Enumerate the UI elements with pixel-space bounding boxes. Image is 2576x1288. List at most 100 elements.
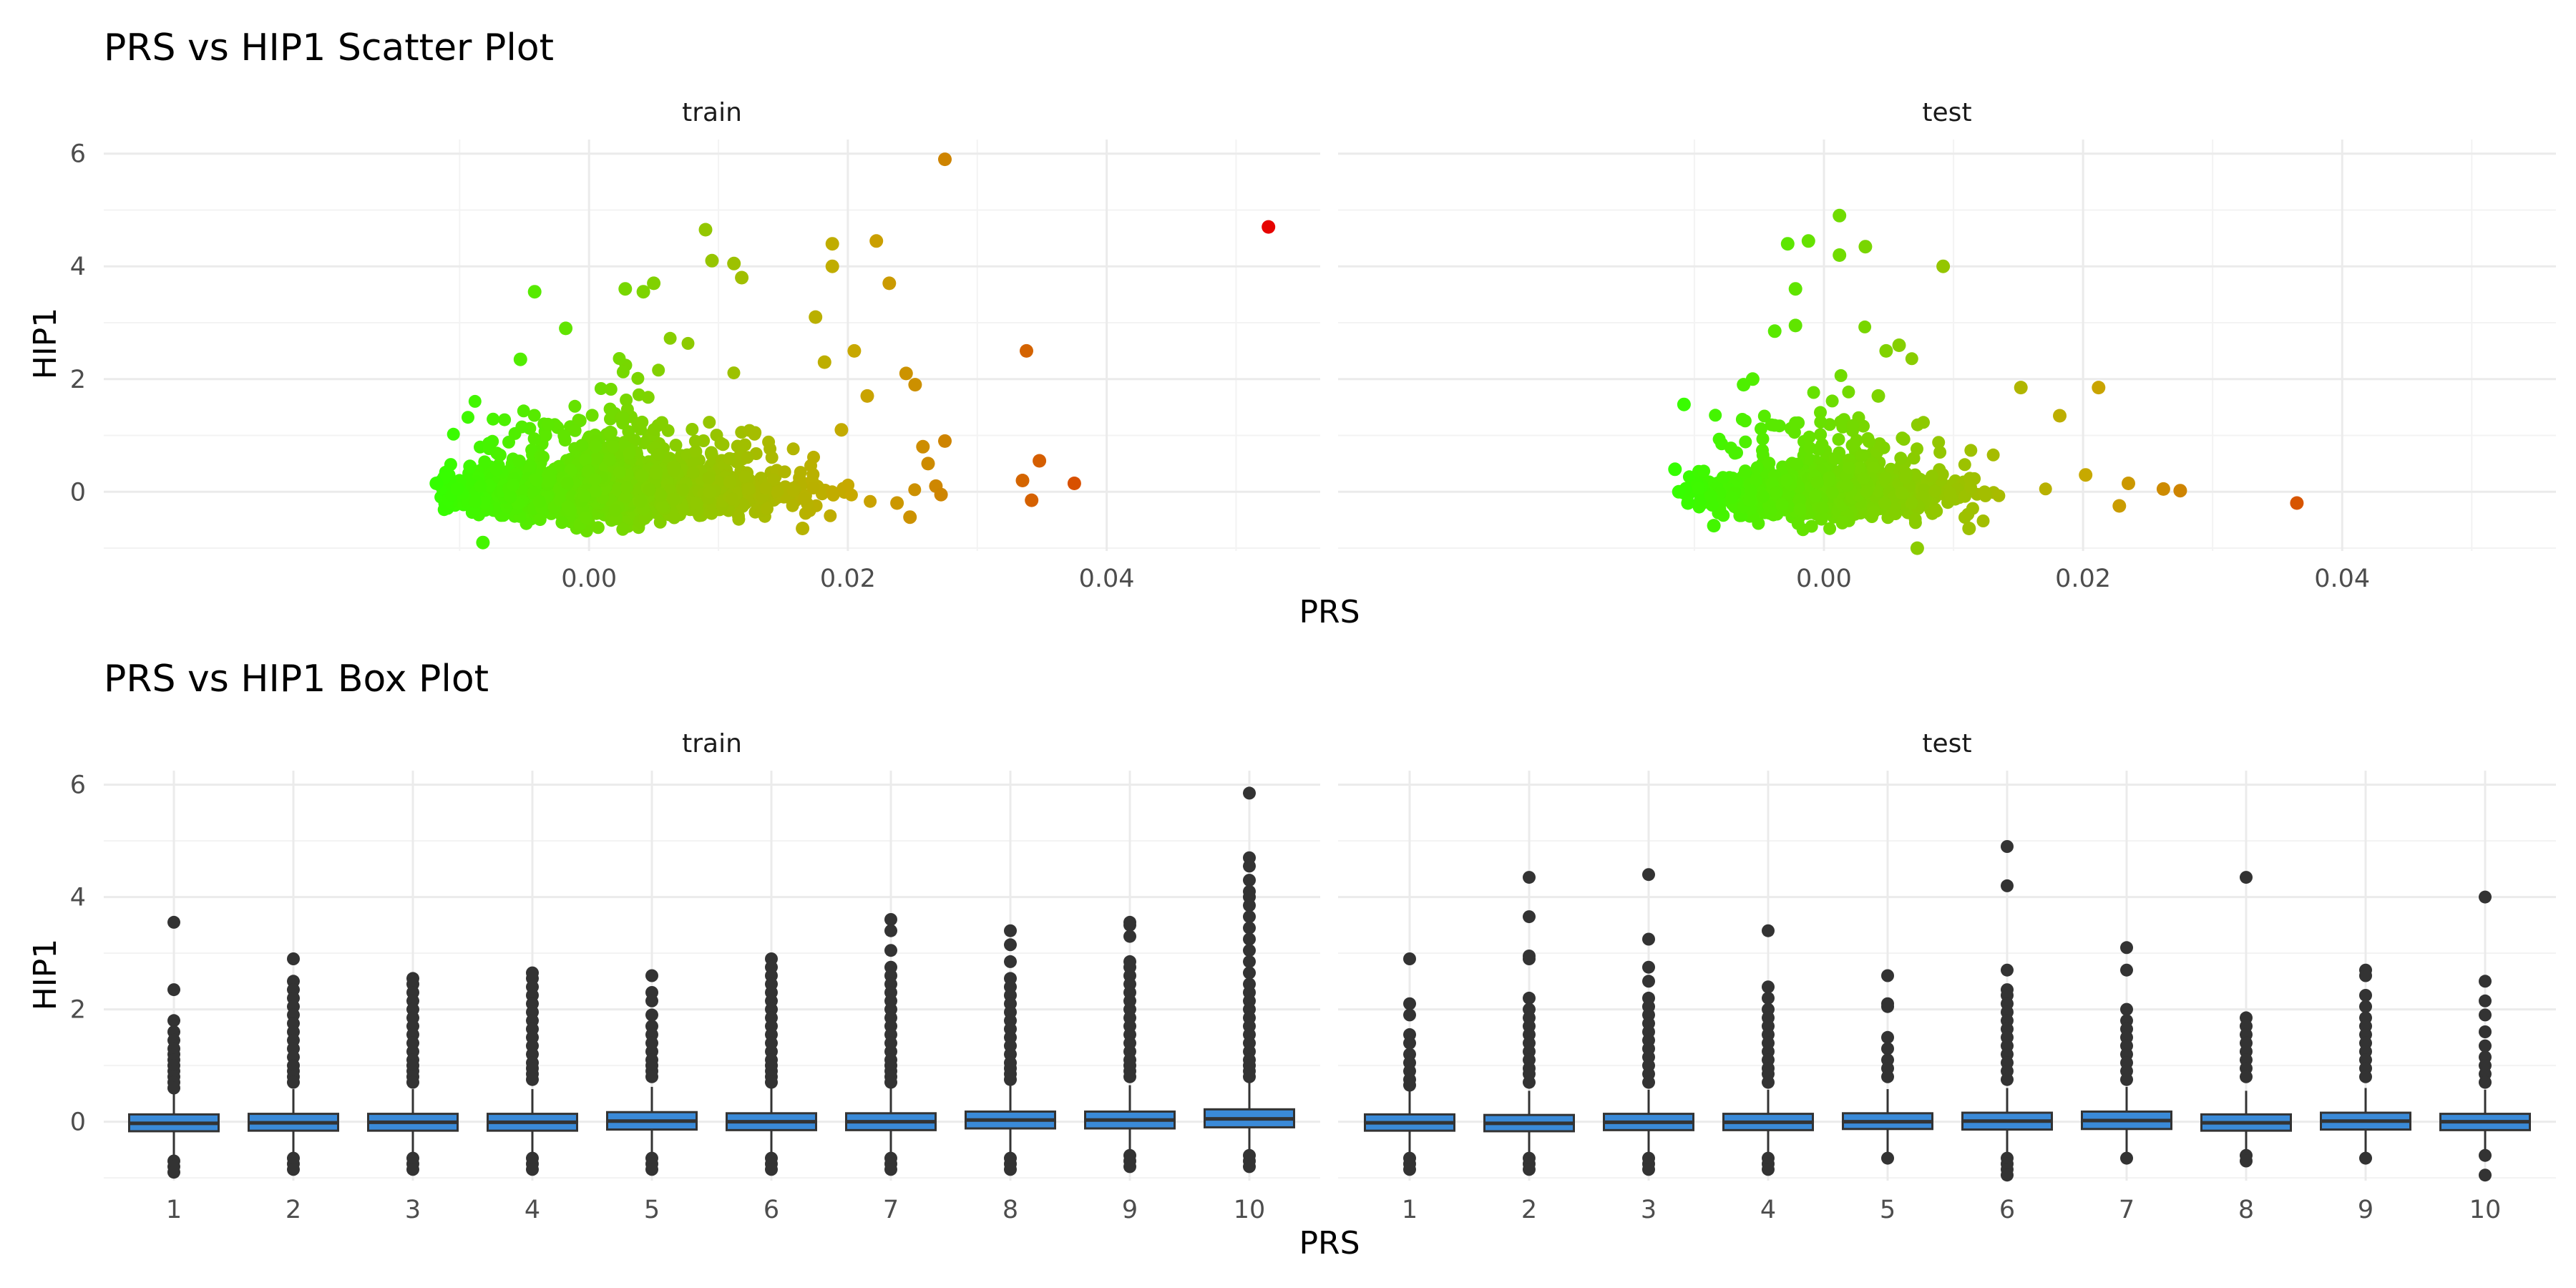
scatter-point-test bbox=[1737, 378, 1751, 392]
scatter-cloud-point bbox=[620, 481, 633, 494]
scatter-cloud-point bbox=[714, 436, 728, 450]
box-train-4 bbox=[487, 966, 578, 1176]
scatter-cloud-point bbox=[908, 483, 922, 497]
scatter-cloud-point bbox=[623, 447, 636, 460]
scatter-cloud-point bbox=[1961, 507, 1975, 521]
scatter-cloud-point bbox=[1842, 385, 1855, 399]
scatter-cloud-point bbox=[634, 494, 647, 508]
box-outlier bbox=[1123, 1160, 1136, 1174]
box-outlier bbox=[1881, 1042, 1894, 1055]
scatter-cloud-point bbox=[604, 383, 618, 396]
x-tick-label: 1 bbox=[1402, 1196, 1418, 1224]
scatter-cloud-point bbox=[606, 440, 620, 454]
box-tick-labels: 1 2 3 4 5 6 7 8 9 10 1 2 3 4 5 6 7 8 9 10 0 2 4 6 bbox=[70, 771, 2502, 1224]
scatter-cloud-point bbox=[648, 423, 660, 436]
box-outlier bbox=[287, 1163, 300, 1176]
scatter-point-train bbox=[860, 389, 874, 403]
box-outlier bbox=[2120, 1002, 2133, 1016]
scatter-point-train bbox=[916, 439, 930, 454]
scatter-cloud-point bbox=[1992, 489, 2006, 502]
scatter-point-train bbox=[890, 496, 904, 510]
scatter-point-train bbox=[1067, 477, 1081, 490]
box-outlier bbox=[884, 913, 897, 926]
scatter-point-train bbox=[1262, 220, 1276, 234]
scatter-point-train bbox=[825, 259, 839, 273]
scatter-cloud-point bbox=[786, 484, 800, 497]
box-train-9 bbox=[1084, 915, 1176, 1174]
box-title: PRS vs HIP1 Box Plot bbox=[104, 658, 489, 701]
box-outlier bbox=[167, 1166, 180, 1179]
scatter-cloud-point bbox=[635, 415, 649, 429]
box-outlier bbox=[884, 944, 897, 957]
y-tick-label: 2 bbox=[70, 366, 86, 394]
x-tick-label: 8 bbox=[2238, 1196, 2254, 1224]
scatter-cloud-point bbox=[826, 488, 840, 502]
box-outlier bbox=[1762, 924, 1775, 937]
scatter-cloud-point bbox=[1704, 489, 1717, 502]
scatter-cloud-point bbox=[1943, 486, 1956, 499]
scatter-cloud-point bbox=[1888, 507, 1902, 520]
scatter-cloud-point bbox=[1908, 512, 1922, 526]
box-outlier bbox=[2479, 1169, 2492, 1182]
x-tick-label: 5 bbox=[644, 1196, 660, 1224]
scatter-cloud-point bbox=[759, 482, 773, 495]
box-test-3 bbox=[1603, 868, 1694, 1176]
scatter-cloud-point bbox=[588, 473, 602, 487]
box-outlier bbox=[2359, 989, 2372, 1002]
scatter-cloud-point bbox=[1735, 413, 1749, 426]
scatter-cloud-point bbox=[447, 427, 460, 441]
scatter-point-test bbox=[2053, 409, 2067, 423]
scatter-cloud-point bbox=[555, 516, 569, 530]
scatter-cloud-point bbox=[1697, 464, 1711, 478]
y-tick-label: 0 bbox=[70, 478, 86, 507]
scatter-cloud-point bbox=[1835, 515, 1849, 529]
box-test-2 bbox=[1483, 871, 1575, 1176]
scatter-point-train bbox=[934, 487, 948, 502]
scatter-cloud-point bbox=[613, 466, 626, 479]
box-outlier bbox=[765, 1075, 778, 1089]
x-tick-label: 2 bbox=[286, 1196, 301, 1224]
scatter-cloud-point bbox=[462, 411, 474, 424]
scatter-cloud-point bbox=[1976, 514, 1990, 527]
scatter-cloud-point bbox=[1764, 505, 1777, 519]
box-test-7 bbox=[2081, 941, 2172, 1165]
box-outlier bbox=[1881, 969, 1894, 982]
scatter-point-train bbox=[647, 276, 661, 291]
box-outlier bbox=[1403, 1163, 1416, 1176]
scatter-cloud-point bbox=[568, 399, 582, 413]
scatter-cloud-point bbox=[650, 467, 663, 480]
scatter-cloud-point bbox=[1936, 467, 1949, 481]
scatter-cloud-point bbox=[533, 513, 547, 527]
scatter-cloud-point bbox=[1986, 448, 2000, 462]
scatter-cloud-point bbox=[726, 492, 739, 506]
scatter-cloud-point bbox=[1750, 461, 1764, 474]
scatter-cloud-point bbox=[655, 499, 669, 513]
scatter-point-train bbox=[796, 522, 810, 535]
scatter-cloud-point bbox=[765, 451, 779, 464]
scatter-cloud-point bbox=[1770, 486, 1783, 499]
box-outlier bbox=[1762, 1163, 1775, 1176]
box-test-9 bbox=[2320, 963, 2411, 1165]
box-train-1 bbox=[128, 915, 220, 1179]
box-test-8 bbox=[2200, 871, 2292, 1168]
scatter-point-train bbox=[899, 366, 913, 381]
scatter-cloud-point bbox=[1802, 430, 1816, 444]
scatter-cloud-point bbox=[1792, 493, 1806, 507]
scatter-point-test bbox=[1962, 522, 1976, 535]
box-outlier bbox=[1243, 786, 1256, 800]
box-outlier bbox=[645, 1070, 658, 1083]
box-test-4 bbox=[1722, 924, 1814, 1176]
scatter-cloud-point bbox=[1793, 503, 1807, 516]
y-tick-label: 4 bbox=[70, 884, 86, 912]
box-outlier bbox=[2001, 1073, 2014, 1086]
scatter-point-train bbox=[882, 276, 897, 291]
box-outlier bbox=[1881, 1070, 1894, 1083]
scatter-cloud-point bbox=[1791, 517, 1805, 530]
scatter-cloud-point bbox=[1743, 494, 1756, 507]
scatter-cloud-point bbox=[603, 453, 616, 467]
scatter-point-train bbox=[834, 423, 849, 437]
scatter-cloud-point bbox=[1810, 476, 1824, 489]
scatter-cloud-point bbox=[669, 439, 683, 452]
scatter-cloud-point bbox=[1846, 419, 1860, 432]
scatter-cloud-point bbox=[1867, 461, 1880, 474]
